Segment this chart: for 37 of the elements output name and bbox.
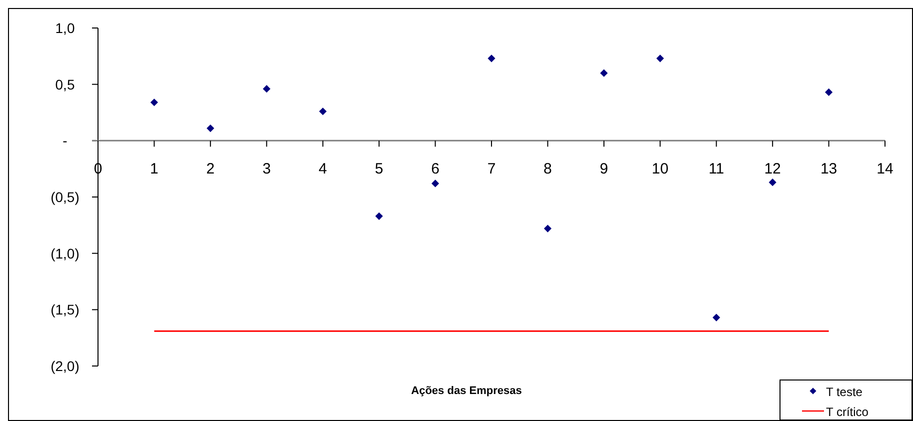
x-tick-label: 2 (206, 160, 215, 178)
point (600, 69, 608, 77)
point (544, 224, 552, 232)
point (768, 178, 776, 186)
x-tick-label: 7 (487, 160, 496, 178)
y-tick-label: 1,0 (55, 20, 75, 36)
legend-label: T teste (826, 385, 863, 399)
y-tick-label: 0,5 (55, 76, 75, 92)
x-tick-label: 3 (262, 160, 271, 178)
x-tick-label: 8 (544, 160, 552, 178)
point (431, 180, 440, 188)
y-tick-label: - (62, 132, 68, 149)
point (824, 88, 833, 96)
x-tick-label: 9 (600, 160, 608, 178)
x-tick-label: 10 (652, 160, 668, 178)
point (262, 85, 270, 93)
y-tick-label: (1,0) (50, 245, 80, 262)
point (150, 98, 158, 106)
x-tick-label: 6 (431, 160, 440, 178)
point (656, 54, 664, 62)
x-tick-label: 5 (374, 160, 384, 178)
y-tick-label: (0,5) (50, 189, 80, 205)
legend-label: T crítico (826, 405, 869, 419)
x-tick-label: 12 (764, 160, 781, 178)
x-tick-label: 4 (318, 160, 328, 178)
point (375, 212, 383, 220)
x-tick-label: 13 (820, 160, 838, 178)
x-axis-title: Ações das Empresas (411, 385, 522, 397)
y-tick-label: (2,0) (50, 358, 80, 374)
point (206, 124, 214, 132)
y-tick-label: (1,5) (50, 302, 80, 318)
point (488, 54, 496, 62)
x-tick-label: 14 (876, 160, 894, 178)
point (712, 314, 720, 322)
x-tick-label: 1 (150, 160, 158, 178)
x-tick-label: 11 (708, 160, 724, 178)
point (319, 108, 327, 116)
